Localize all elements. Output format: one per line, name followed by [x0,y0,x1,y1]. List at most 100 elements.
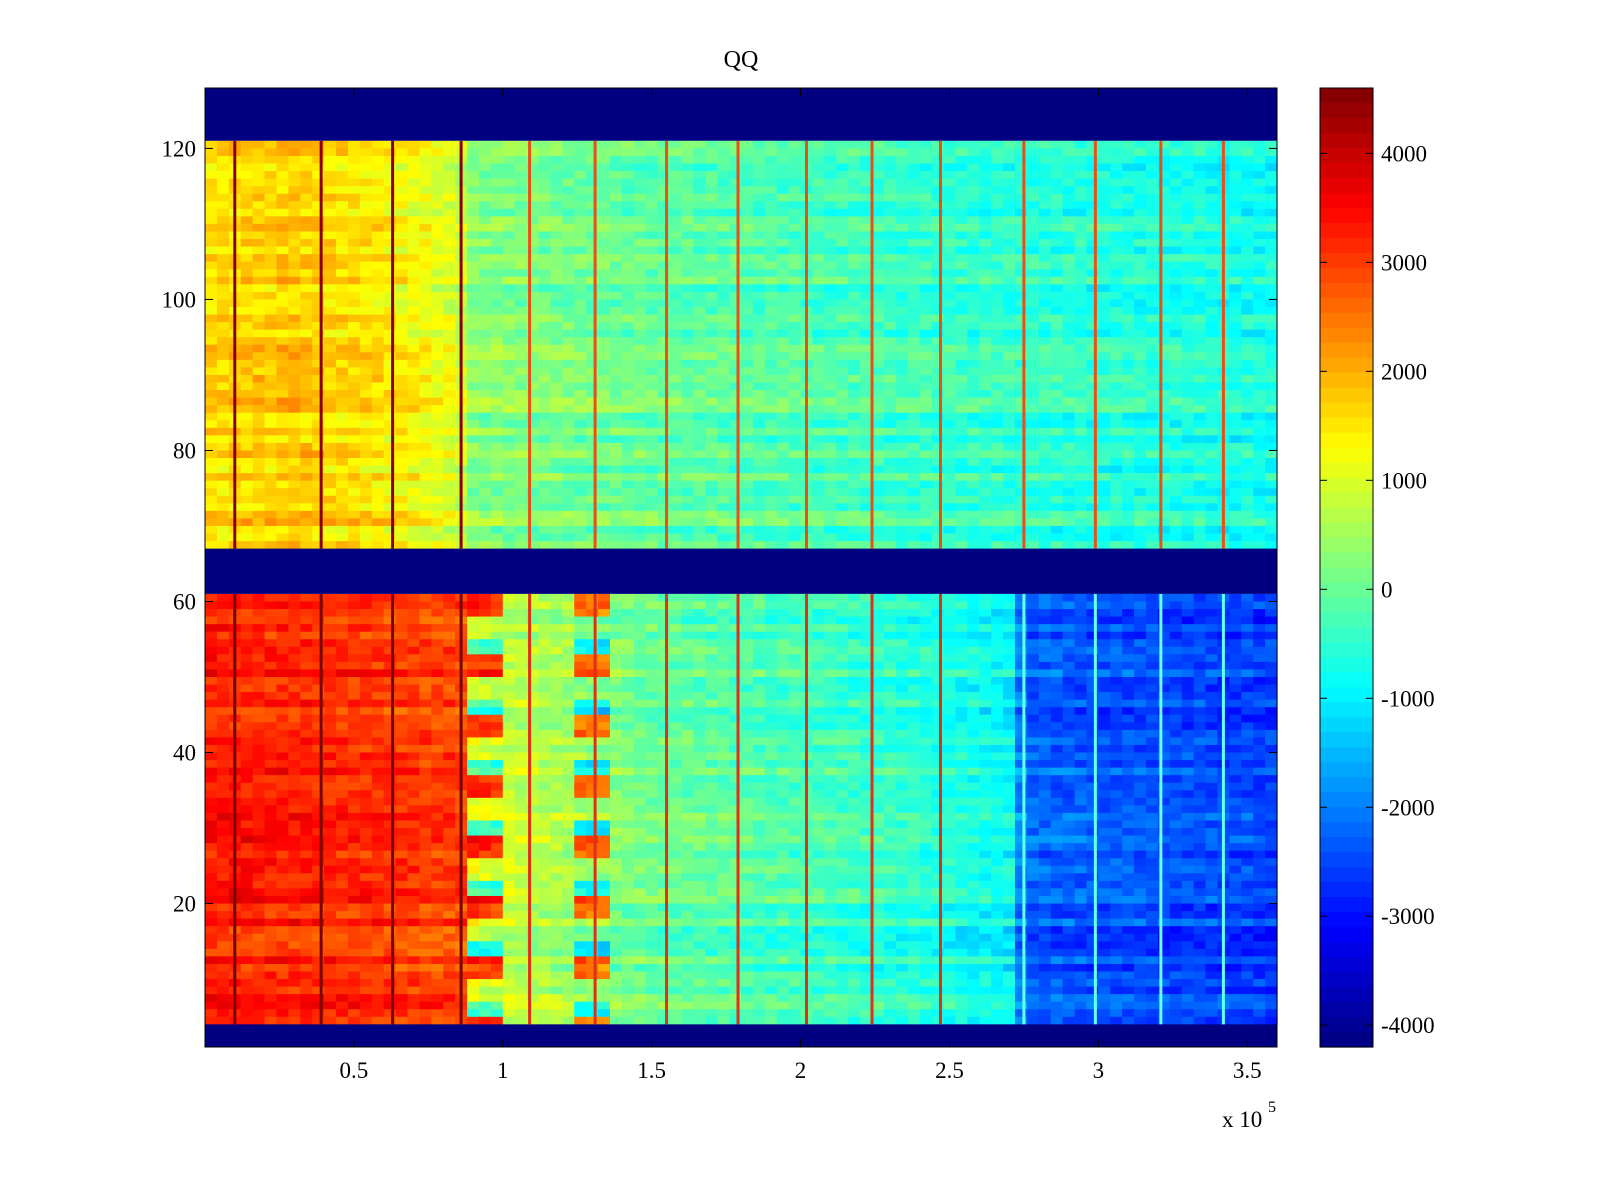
heatmap-cell [872,442,885,452]
heatmap-cell [836,329,849,338]
heatmap-cell [788,163,802,172]
heatmap-cell [467,450,480,459]
heatmap-cell [240,533,254,542]
heatmap-cell [764,193,778,202]
heatmap-cell [300,593,313,603]
heatmap-cell [895,155,909,165]
heatmap-cell [669,601,683,610]
heatmap-cell [288,246,301,255]
heatmap-cell [1241,306,1254,316]
heatmap-cell [1181,397,1195,406]
heatmap-cell [1062,510,1076,520]
heatmap-cell [645,488,659,497]
heatmap-cell [264,171,278,180]
heatmap-cell [895,231,909,240]
heatmap-cell [645,322,659,331]
heatmap-cell [1205,405,1219,414]
heatmap-cell [979,314,992,323]
heatmap-cell [264,593,278,603]
heatmap-cell [205,458,218,467]
heatmap-cell [205,337,218,346]
heatmap-cell [205,374,218,384]
heatmap-cell [205,427,218,436]
heatmap-cell [1193,216,1207,225]
heatmap-cell [252,306,266,316]
heatmap-cell [776,223,790,233]
heatmap-cell [907,541,921,550]
heatmap-cell [705,510,718,520]
heatmap-cell [359,291,373,301]
heatmap-cell [312,488,325,497]
heatmap-cell [586,510,599,520]
heatmap-cell [1122,148,1135,157]
heatmap-cell [1181,337,1195,346]
heatmap-cell [598,533,611,542]
heatmap-cell [276,148,289,157]
heatmap-cell [1050,299,1064,308]
heatmap-cell [1241,503,1254,512]
heatmap-cell [1074,450,1088,459]
heatmap-cell [264,284,278,293]
heatmap-cell [1157,525,1171,535]
heatmap-cell [729,186,742,195]
heatmap-cell [1098,140,1111,150]
heatmap-cell [872,201,885,210]
heatmap-cell [955,533,968,542]
heatmap-cell [1086,306,1099,316]
heatmap-cell [276,510,289,520]
heatmap-cell [1062,503,1076,512]
heatmap-cell [502,186,516,195]
heatmap-cell [943,435,956,444]
heatmap-cell [1003,495,1016,504]
heatmap-cell [371,148,385,157]
heatmap-cell [264,533,278,542]
heatmap-cell [288,186,301,195]
heatmap-cell [788,186,802,195]
heatmap-cell [347,246,361,255]
heatmap-cell [681,480,694,489]
heatmap-cell [872,397,885,406]
heatmap-cell [395,518,409,527]
heatmap-cell [502,344,516,353]
heatmap-cell [586,488,599,497]
heatmap-cell [1134,284,1147,293]
heatmap-cell [252,193,266,202]
heatmap-cell [1086,533,1099,542]
heatmap-cell [776,239,790,248]
heatmap-cell [443,254,456,263]
heatmap-cell [252,216,266,225]
heatmap-cell [1241,254,1254,263]
heatmap-cell [1229,231,1242,240]
heatmap-cell [967,458,980,467]
heatmap-cell [1086,488,1099,497]
heatmap-cell [300,231,313,240]
heatmap-cell [324,541,337,550]
heatmap-cell [609,442,623,452]
heatmap-cell [705,405,718,414]
heatmap-cell [657,420,671,429]
heatmap-cell [276,541,289,550]
heatmap-cell [967,276,980,285]
heatmap-cell [645,518,659,527]
heatmap-cell [788,254,802,263]
heatmap-cell [860,231,873,240]
heatmap-cell [1169,261,1183,270]
heatmap-cell [633,488,647,497]
heatmap-cell [895,148,909,157]
heatmap-cell [776,465,790,474]
heatmap-cell [657,193,671,202]
heatmap-cell [574,178,587,187]
heatmap-cell [693,171,706,180]
heatmap-cell [347,503,361,512]
heatmap-cell [526,193,540,202]
heatmap-cell [1110,314,1123,323]
heatmap-cell [609,518,623,527]
heatmap-cell [967,246,980,255]
heatmap-cell [919,525,933,535]
heatmap-cell [1098,148,1111,157]
heatmap-cell [252,284,266,293]
heatmap-cell [681,367,694,376]
heatmap-cell [943,405,956,414]
heatmap-cell [1062,163,1076,172]
heatmap-cell [1229,299,1242,308]
